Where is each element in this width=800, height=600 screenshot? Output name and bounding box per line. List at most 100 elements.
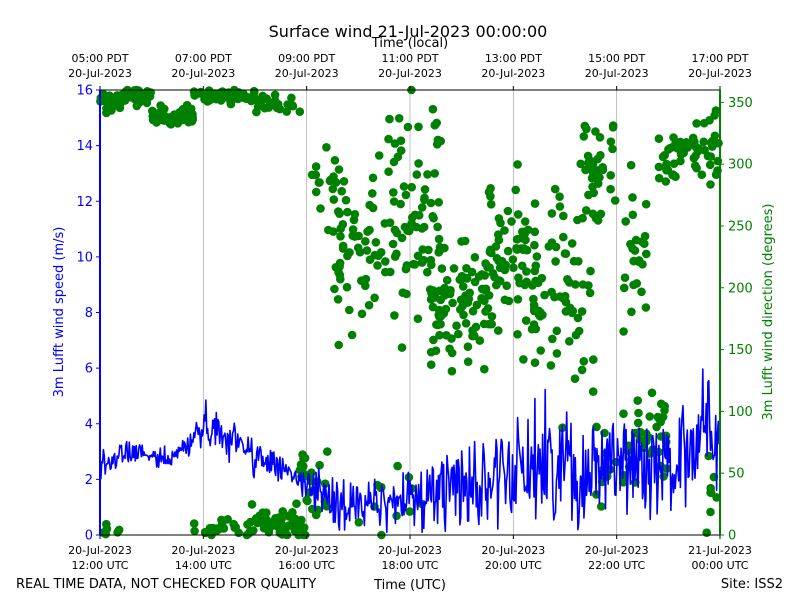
direction-point-688 xyxy=(565,278,574,287)
direction-point-425 xyxy=(381,257,390,266)
direction-point-640 xyxy=(578,213,587,223)
speed-line xyxy=(99,368,721,533)
direction-point-823 xyxy=(654,134,664,143)
direction-point-342 xyxy=(370,293,379,303)
direction-point-266 xyxy=(253,518,262,528)
direction-point-856 xyxy=(692,143,701,152)
direction-point-632 xyxy=(536,346,545,355)
direction-point-470 xyxy=(392,511,401,521)
direction-point-398 xyxy=(384,134,393,144)
direction-point-641 xyxy=(565,337,574,346)
bottom-tick-date-0: 20-Jul-2023 xyxy=(68,544,132,557)
direction-point-555 xyxy=(479,319,489,329)
direction-point-804 xyxy=(645,412,654,421)
direction-point-543 xyxy=(439,309,449,318)
direction-point-417 xyxy=(428,104,438,114)
bottom-tick-time-2: 16:00 UTC xyxy=(278,559,335,572)
direction-point-686 xyxy=(550,184,560,194)
direction-point-454 xyxy=(412,222,421,232)
direction-point-493 xyxy=(448,298,457,308)
direction-point-400 xyxy=(399,182,409,191)
direction-point-696 xyxy=(552,349,562,358)
direction-point-479 xyxy=(458,282,468,291)
direction-point-554 xyxy=(463,357,473,367)
direction-point-842 xyxy=(706,152,716,161)
direction-point-644 xyxy=(555,202,565,211)
direction-point-728 xyxy=(608,121,618,130)
direction-point-501 xyxy=(447,366,457,376)
direction-point-700 xyxy=(584,190,593,200)
direction-point-216 xyxy=(260,103,270,113)
direction-point-469 xyxy=(393,461,402,471)
direction-point-360 xyxy=(365,225,374,235)
direction-point-456 xyxy=(396,136,406,145)
direction-point-346 xyxy=(336,232,345,241)
direction-point-351 xyxy=(334,340,344,350)
direction-point-671 xyxy=(555,292,565,301)
direction-point-768 xyxy=(642,249,651,259)
direction-point-39 xyxy=(114,525,124,535)
direction-point-596 xyxy=(513,330,522,339)
direction-point-828 xyxy=(708,136,717,146)
direction-point-430 xyxy=(408,213,417,222)
direction-point-774 xyxy=(634,257,644,267)
direction-point-449 xyxy=(390,225,400,235)
right-tick-label-7: 350 xyxy=(728,96,753,111)
direction-point-229 xyxy=(247,500,257,509)
top-tick-time-6: 17:00 PDT xyxy=(691,52,748,65)
direction-point-437 xyxy=(390,311,399,320)
direction-point-660 xyxy=(555,192,564,201)
direction-point-386 xyxy=(434,198,444,207)
left-axis-label: 3m Lufft wind speed (m/s) xyxy=(52,227,67,398)
direction-point-183 xyxy=(217,515,226,525)
grid-lines xyxy=(202,90,618,535)
direction-point-764 xyxy=(641,303,651,312)
direction-point-595 xyxy=(513,160,522,169)
direction-point-428 xyxy=(410,260,420,269)
direction-point-747 xyxy=(592,422,601,432)
direction-point-523 xyxy=(456,295,466,305)
direction-point-340 xyxy=(347,330,357,340)
top-tick-date-6: 20-Jul-2023 xyxy=(688,67,752,80)
direction-point-457 xyxy=(374,151,384,160)
direction-point-719 xyxy=(595,133,605,142)
top-tick-time-2: 09:00 PDT xyxy=(278,52,335,65)
direction-point-167 xyxy=(244,93,254,102)
direction-point-629 xyxy=(495,276,505,286)
direction-point-343 xyxy=(361,237,370,246)
direction-point-410 xyxy=(412,170,422,179)
direction-point-424 xyxy=(420,195,429,204)
direction-point-714 xyxy=(593,216,603,225)
direction-point-220 xyxy=(254,97,263,106)
direction-point-357 xyxy=(368,189,377,198)
direction-point-607 xyxy=(495,263,505,273)
direction-point-770 xyxy=(627,307,636,317)
direction-point-34 xyxy=(107,106,116,115)
direction-point-376 xyxy=(368,203,378,213)
direction-point-447 xyxy=(418,245,428,254)
top-axis-label: Time (local) xyxy=(371,36,448,51)
direction-point-826 xyxy=(706,180,715,189)
direction-point-319 xyxy=(334,165,344,174)
direction-point-371 xyxy=(349,215,359,225)
direction-point-729 xyxy=(591,127,600,136)
direction-point-839 xyxy=(690,161,700,170)
direction-point-530 xyxy=(449,264,459,273)
direction-point-797 xyxy=(633,418,643,428)
direction-point-102 xyxy=(160,116,169,125)
direction-point-356 xyxy=(336,274,345,284)
direction-point-414 xyxy=(417,203,427,212)
direction-point-70 xyxy=(132,94,141,104)
direction-point-621 xyxy=(520,217,530,226)
direction-point-347 xyxy=(362,246,372,255)
direction-point-295 xyxy=(299,462,308,471)
top-x-ticks: 05:00 PDT 20-Jul-2023 07:00 PDT 20-Jul-2023… xyxy=(68,52,752,90)
direction-point-608 xyxy=(517,233,526,243)
direction-point-252 xyxy=(278,507,288,516)
direction-point-499 xyxy=(427,260,436,270)
direction-point-613 xyxy=(503,246,513,256)
quality-note: REAL TIME DATA, NOT CHECKED FOR QUALITY xyxy=(16,577,316,592)
direction-point-537 xyxy=(432,320,441,329)
direction-point-301 xyxy=(302,495,312,505)
direction-point-771 xyxy=(629,280,638,290)
